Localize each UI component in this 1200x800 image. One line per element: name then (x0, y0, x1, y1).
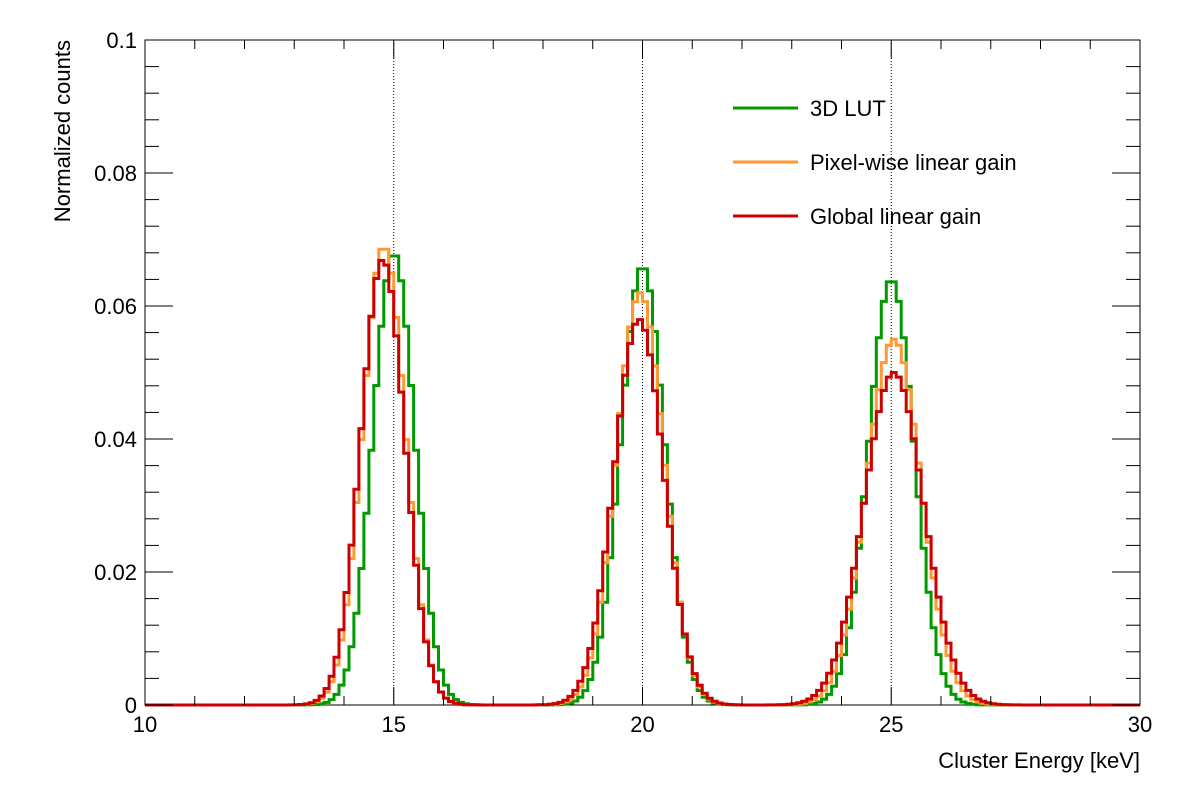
x-axis-title: Cluster Energy [keV] (938, 748, 1140, 773)
series-line-2 (145, 247, 1140, 707)
reference-lines (393, 40, 892, 705)
series-line-1 (145, 254, 1140, 707)
x-tick-label: 25 (879, 712, 903, 737)
x-tick-label: 30 (1128, 712, 1152, 737)
x-tick-label: 10 (133, 712, 157, 737)
y-axis-title: Normalized counts (50, 40, 75, 222)
series-layer (145, 247, 1140, 707)
legend-label-1: 3D LUT (810, 96, 886, 121)
x-tick-label: 15 (382, 712, 406, 737)
y-tick-label: 0.02 (94, 560, 137, 585)
y-tick-label: 0.04 (94, 427, 137, 452)
x-tick-label: 20 (630, 712, 654, 737)
series-line-3 (145, 259, 1140, 707)
y-tick-label: 0.06 (94, 294, 137, 319)
y-tick-label: 0.08 (94, 161, 137, 186)
y-tick-label: 0 (125, 693, 137, 718)
y-tick-label: 0.1 (106, 28, 137, 53)
legend: 3D LUT Pixel-wise linear gain Global linea… (733, 96, 1017, 229)
legend-label-2: Pixel-wise linear gain (810, 150, 1017, 175)
axes: 10 15 20 25 30 0 0.02 0.04 0.06 0.08 0.1 (94, 28, 1152, 737)
legend-label-3: Global linear gain (810, 204, 981, 229)
